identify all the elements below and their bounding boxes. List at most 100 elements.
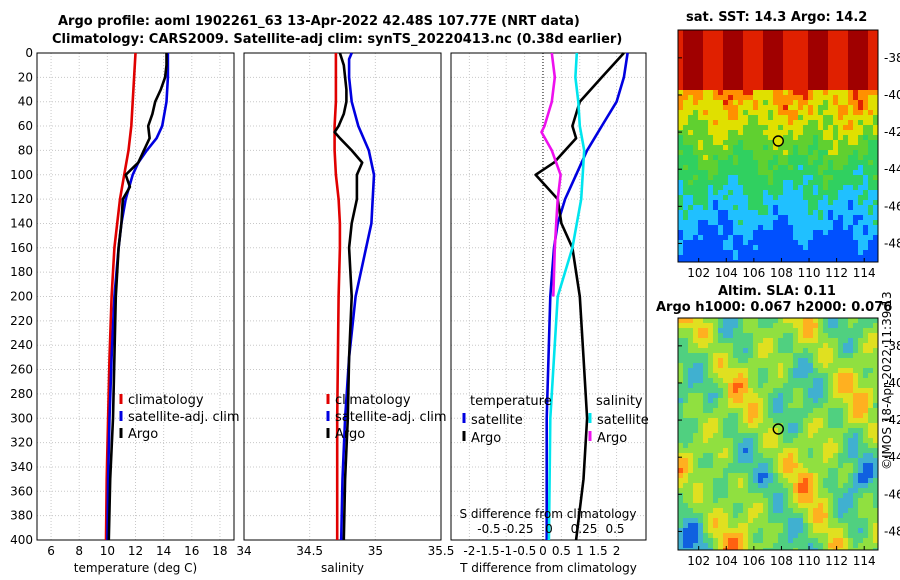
y-tick-label: 200 (10, 290, 33, 304)
s-tick-label: -0.25 (502, 522, 533, 536)
map-y-tick-label: -38 (884, 339, 900, 353)
y-tick-label: 0 (25, 46, 33, 60)
series-line-t-argo (534, 52, 625, 541)
map-y-tick-label: -48 (884, 524, 900, 538)
y-tick-label: 320 (10, 436, 33, 450)
x-tick-label: 34 (236, 544, 251, 558)
y-tick-label: 160 (10, 241, 33, 255)
s-tick-label: 0 (545, 522, 553, 536)
x-tick-label: 8 (75, 544, 83, 558)
x-tick-label: -2 (463, 544, 475, 558)
y-tick-label: 380 (10, 509, 33, 523)
series-line-climatology (333, 53, 342, 540)
map-y-tick-label: -44 (884, 162, 900, 176)
sst-map-cells (678, 30, 878, 262)
y-tick-label: 120 (10, 192, 33, 206)
map-y-tick-label: -46 (884, 199, 900, 213)
y-tick-label: 340 (10, 460, 33, 474)
x-tick-label: 18 (212, 544, 227, 558)
series-line-climatology (104, 52, 137, 541)
y-tick-label: 220 (10, 314, 33, 328)
x-tick-label: -1.5 (476, 544, 499, 558)
x-tick-label: 34.5 (296, 544, 323, 558)
map-y-tick-label: -42 (884, 125, 900, 139)
x-tick-label: 0.5 (552, 544, 571, 558)
x-tick-label: 6 (47, 544, 55, 558)
x-tick-label: 1 (576, 544, 584, 558)
legend-label: Argo (128, 427, 158, 442)
legend-label: Argo (471, 431, 501, 446)
y-tick-label: 400 (10, 533, 33, 547)
s-tick-label: 0.5 (605, 522, 624, 536)
legend-label: climatology (335, 393, 411, 408)
map-y-tick-label: -42 (884, 413, 900, 427)
series-line-argo (333, 52, 364, 541)
map-x-tick-label: 108 (770, 554, 793, 568)
s-axis-label: S difference from climatology (460, 507, 637, 521)
map-x-tick-label: 108 (770, 266, 793, 280)
x-axis-label: salinity (321, 561, 364, 575)
map-x-tick-label: 106 (742, 266, 765, 280)
x-tick-label: 14 (156, 544, 171, 558)
series-line-s-argo (540, 52, 562, 297)
legend-label: satellite (471, 413, 523, 428)
sla-map-title: Altim. SLA: 0.11 (718, 284, 836, 299)
difference-frame (450, 52, 647, 541)
sla-map-frame (677, 317, 879, 551)
s-tick-label: 0.25 (571, 522, 598, 536)
x-tick-label: 0 (539, 544, 547, 558)
legend-label: Argo (597, 431, 627, 446)
x-axis-label: temperature (deg C) (74, 561, 197, 575)
y-tick-label: 80 (18, 143, 33, 157)
legend-label: satellite-adj. clim (335, 410, 447, 425)
sla-map-subtitle: Argo h1000: 0.067 h2000: 0.076 (656, 300, 893, 315)
argo-position-marker (772, 423, 784, 435)
x-tick-label: 2 (613, 544, 621, 558)
sla-map-cells (678, 318, 878, 550)
map-y-tick-label: -44 (884, 450, 900, 464)
x-tick-label: -1 (500, 544, 512, 558)
series-line-s-satellite (547, 52, 586, 541)
y-tick-label: 140 (10, 216, 33, 230)
x-tick-label: 16 (184, 544, 199, 558)
y-tick-label: 180 (10, 265, 33, 279)
series-line-t-satellite (545, 52, 629, 540)
legend-header-temperature: temperature (470, 394, 552, 409)
map-x-tick-label: 114 (853, 554, 876, 568)
map-x-tick-label: 112 (825, 554, 848, 568)
sst-map-frame (677, 29, 879, 263)
series-line-argo (107, 53, 168, 541)
x-tick-label: 12 (128, 544, 143, 558)
map-x-tick-label: 106 (742, 554, 765, 568)
map-x-tick-label: 110 (798, 554, 821, 568)
y-tick-label: 280 (10, 387, 33, 401)
y-tick-label: 20 (18, 70, 33, 84)
legend-label: climatology (128, 393, 204, 408)
y-tick-label: 60 (18, 119, 33, 133)
x-tick-label: 1.5 (589, 544, 608, 558)
map-x-tick-label: 114 (853, 266, 876, 280)
argo-position-marker (772, 135, 784, 147)
x-tick-label: 35 (368, 544, 383, 558)
map-x-tick-label: 110 (798, 266, 821, 280)
map-y-tick-label: -40 (884, 88, 900, 102)
legend-label: Argo (335, 427, 365, 442)
map-y-tick-label: -46 (884, 487, 900, 501)
y-tick-label: 260 (10, 363, 33, 377)
sst-map-title: sat. SST: 14.3 Argo: 14.2 (686, 10, 868, 25)
y-tick-label: 40 (18, 95, 33, 109)
series-line-satellite-adj-clim (339, 52, 376, 541)
legend-label: satellite-adj. clim (128, 410, 240, 425)
map-x-tick-label: 102 (687, 266, 710, 280)
legend-header-salinity: salinity (596, 394, 643, 409)
map-x-tick-label: 104 (715, 554, 738, 568)
x-axis-label: T difference from climatology (459, 561, 637, 575)
title-line-2: Climatology: CARS2009. Satellite-adj cli… (52, 32, 623, 47)
title-line-1: Argo profile: aoml 1902261_63 13-Apr-202… (58, 14, 580, 29)
map-y-tick-label: -40 (884, 376, 900, 390)
x-tick-label: -0.5 (513, 544, 536, 558)
x-tick-label: 35.5 (428, 544, 455, 558)
legend-label: satellite (597, 413, 649, 428)
y-tick-label: 300 (10, 411, 33, 425)
